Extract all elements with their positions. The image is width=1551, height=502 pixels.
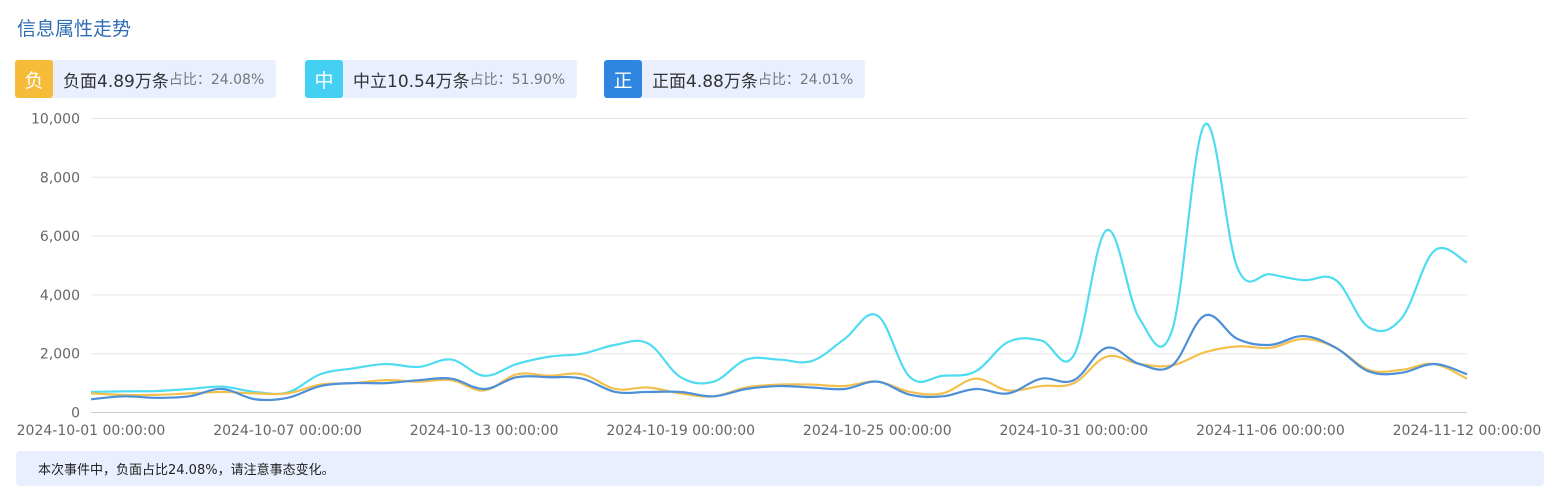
x-tick-label: 2024-10-19 00:00:00 (606, 423, 755, 439)
negative-badge: 负 (15, 60, 53, 98)
section-title: 信息属性走势 (17, 18, 132, 40)
positive-ratio: 占比：24.01% (757, 72, 854, 88)
x-tick-label: 2024-11-06 00:00:00 (1196, 423, 1345, 439)
x-tick-label: 2024-11-12 00:00:00 (1393, 423, 1542, 439)
stat-positive: 正 正面4.88万条 占比：24.01% (604, 60, 866, 98)
series-line-neutral (90, 122, 1468, 396)
y-tick-label: 0 (71, 406, 80, 422)
series-line-positive (90, 313, 1468, 402)
y-tick-label: 4,000 (40, 288, 80, 304)
stat-negative: 负 负面4.89万条 占比：24.08% (15, 60, 277, 98)
y-tick-label: 10,000 (31, 112, 80, 128)
y-tick-label: 2,000 (40, 347, 80, 363)
x-tick-label: 2024-10-01 00:00:00 (17, 423, 166, 439)
trend-line-chart: 0 2,000 4,000 6,000 8,000 10,000 2024-10-01 00… (17, 112, 1542, 440)
stat-neutral: 中 中立10.54万条 占比：51.90% (305, 60, 578, 98)
neutral-badge: 中 (305, 60, 343, 98)
neutral-ratio: 占比：51.90% (469, 72, 566, 88)
y-tick-label: 8,000 (40, 170, 80, 186)
positive-count: 正面4.88万条 (652, 71, 758, 92)
negative-count: 负面4.89万条 (63, 71, 169, 92)
neutral-count: 中立10.54万条 (353, 71, 470, 92)
x-tick-label: 2024-10-13 00:00:00 (410, 423, 559, 439)
x-tick-label: 2024-10-25 00:00:00 (803, 423, 952, 439)
x-tick-label: 2024-10-07 00:00:00 (213, 423, 362, 439)
negative-ratio: 占比：24.08% (168, 72, 265, 88)
series-line-negative (90, 337, 1468, 398)
x-tick-label: 2024-10-31 00:00:00 (1000, 423, 1149, 439)
y-tick-label: 6,000 (40, 229, 80, 245)
alert-note: 本次事件中，负面占比24.08%，请注意事态变化。 (16, 451, 1544, 486)
positive-badge: 正 (604, 60, 642, 98)
